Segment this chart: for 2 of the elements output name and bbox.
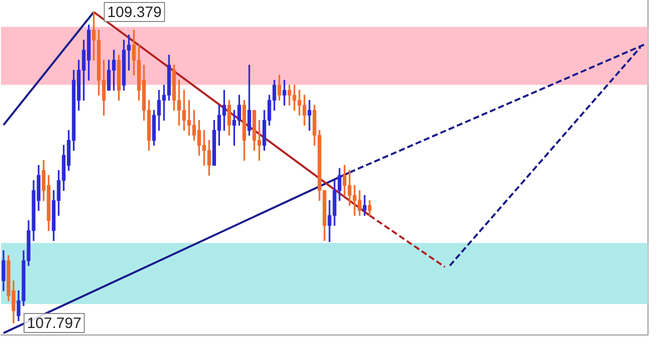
annotation: 109.379 bbox=[107, 4, 162, 22]
annotation: 107.797 bbox=[27, 315, 82, 332]
